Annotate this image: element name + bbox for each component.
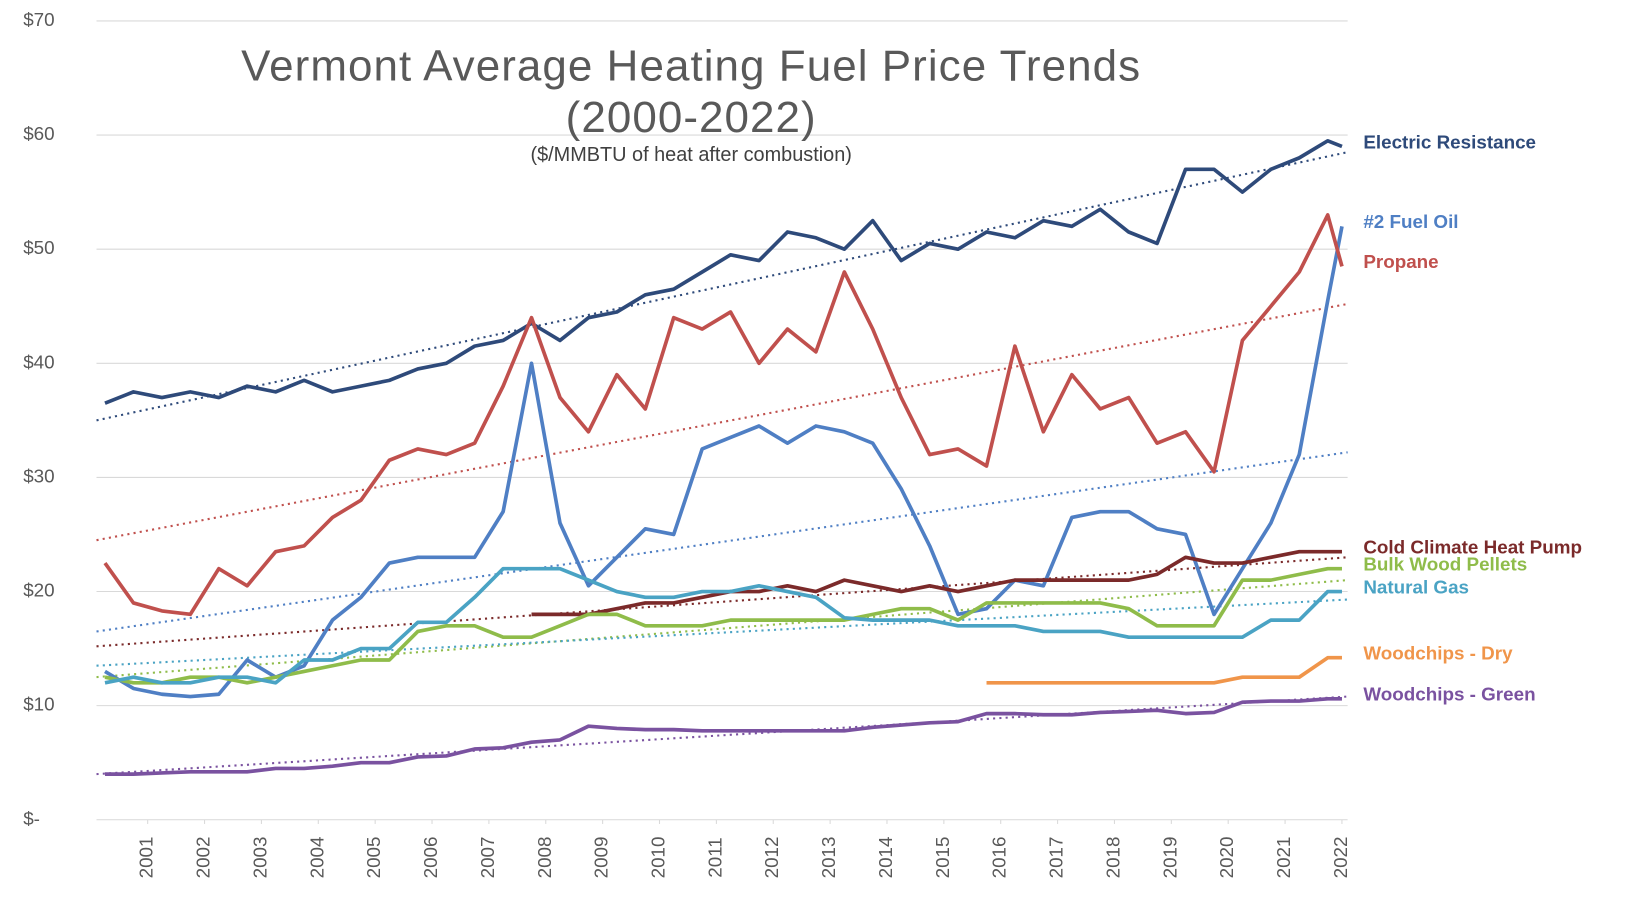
- x-tick-label: 2003: [249, 837, 270, 879]
- series-line: [103, 213, 1344, 617]
- y-tick-label: $40: [23, 351, 54, 372]
- x-tick-label: 2020: [1216, 837, 1237, 879]
- legend-label: #2 Fuel Oil: [1363, 211, 1458, 232]
- series-line: [104, 566, 1342, 685]
- x-tick-label: 2004: [306, 837, 327, 879]
- x-tick-label: 2013: [818, 837, 839, 879]
- legend-label: Electric Resistance: [1363, 131, 1536, 152]
- legend-label: Woodchips - Green: [1363, 684, 1535, 705]
- x-tick-label: 2002: [193, 837, 214, 879]
- trend-line: [96, 451, 1348, 633]
- x-tick-label: 2005: [363, 837, 384, 879]
- chart-title: Vermont Average Heating Fuel Price Trend…: [241, 42, 1141, 91]
- legend-label: Natural Gas: [1363, 576, 1469, 597]
- x-tick-label: 2022: [1330, 837, 1351, 879]
- trend-line: [96, 695, 1348, 776]
- trend-line: [96, 151, 1348, 422]
- trend-line: [96, 598, 1348, 667]
- legend-label: Bulk Wood Pellets: [1363, 554, 1527, 575]
- y-tick-label: $50: [23, 237, 54, 258]
- x-tick-label: 2012: [761, 837, 782, 879]
- trend-line: [96, 556, 1348, 648]
- legend-label: Cold Climate Heat Pump: [1363, 536, 1582, 557]
- y-tick-label: $-: [23, 808, 40, 829]
- x-tick-label: 2006: [420, 837, 441, 879]
- x-tick-label: 2008: [534, 837, 555, 879]
- series-line: [986, 655, 1342, 685]
- x-tick-label: 2009: [591, 837, 612, 879]
- x-tick-label: 2019: [1159, 837, 1180, 879]
- y-tick-label: $20: [23, 580, 54, 601]
- x-tick-label: 2021: [1273, 837, 1294, 879]
- x-tick-label: 2015: [932, 837, 953, 879]
- series-line: [104, 697, 1342, 776]
- y-tick-label: $70: [23, 9, 54, 30]
- x-tick-label: 2007: [477, 837, 498, 879]
- series-line: [104, 138, 1343, 405]
- y-tick-label: $60: [23, 123, 54, 144]
- x-tick-label: 2011: [704, 837, 725, 878]
- x-tick-label: 2016: [989, 837, 1010, 879]
- series-line: [104, 226, 1344, 699]
- trend-line: [96, 302, 1348, 542]
- x-tick-label: 2017: [1046, 837, 1067, 879]
- legend-label: Woodchips - Dry: [1363, 643, 1513, 664]
- series-line: [531, 549, 1342, 617]
- series-line: [104, 566, 1342, 685]
- chart-subtitle: ($/MMBTU of heat after combustion): [530, 144, 851, 166]
- x-tick-label: 2010: [647, 837, 668, 879]
- x-tick-label: 2001: [136, 837, 157, 879]
- y-tick-label: $10: [23, 694, 54, 715]
- legend-label: Propane: [1363, 251, 1438, 272]
- x-tick-label: 2018: [1102, 837, 1123, 879]
- y-tick-label: $30: [23, 465, 54, 486]
- x-tick-label: 2014: [875, 837, 896, 879]
- chart-title: (2000-2022): [566, 93, 817, 142]
- plot: $- $10 $20 $30 $40 $50 $60 $70 2001 2002 2003 2004 2…: [23, 9, 1582, 878]
